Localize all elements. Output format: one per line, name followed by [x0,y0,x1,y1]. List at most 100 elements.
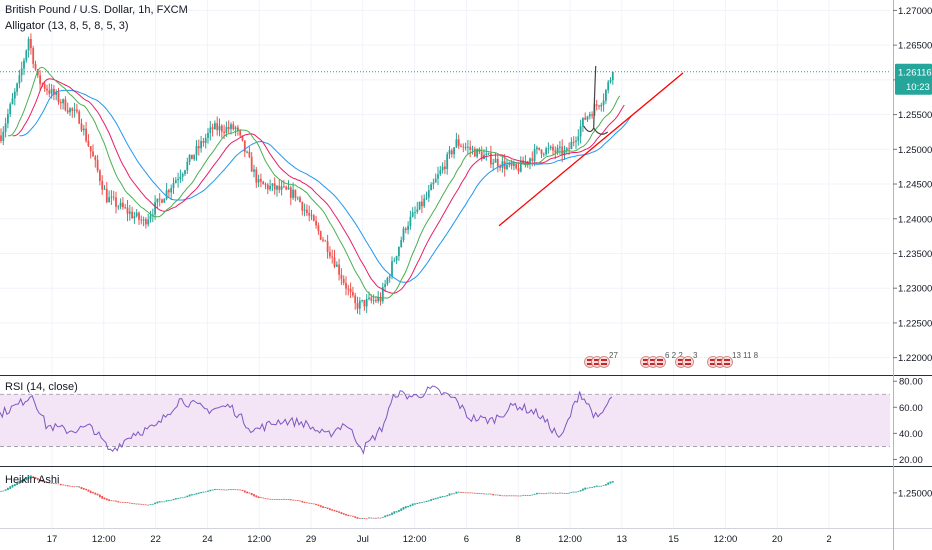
rsi-axis[interactable]: 80.00 60.00 40.00 20.00 [893,377,923,466]
heikin-candle [126,502,129,504]
heikin-candle [483,493,485,495]
heikin-axis[interactable]: 1.25000 [893,488,932,499]
candle [427,184,430,202]
candle [354,292,357,310]
candle [184,169,186,177]
candle [278,179,281,194]
candle [195,140,198,161]
time-axis-label: 29 [306,534,317,545]
heikin-candle [253,494,255,497]
time-axis-label: 15 [668,534,679,545]
heikin-candle [522,494,524,496]
heikin-candle [156,501,159,504]
price-axis-label: 1.26500 [898,41,932,52]
heikin-candle [563,492,566,494]
rsi-label[interactable]: RSI (14, close) [5,381,78,393]
event-marker[interactable]: 3 [675,351,699,368]
main-pane[interactable]: 27 6 2 2 3 13 11 8 [0,0,890,528]
heikin-candle [487,493,490,495]
candle [138,211,140,225]
heikin-candle [335,510,338,513]
heikin-candle [494,494,497,496]
hand-drawn-arrow[interactable] [583,65,609,135]
price-axis[interactable]: 1.270001.265001.260001.255001.250001.245… [893,6,932,364]
drawings[interactable] [498,65,684,227]
candle [598,104,600,110]
candle [257,174,260,188]
candle [577,129,580,146]
candle [214,120,216,130]
event-marker[interactable]: 6 2 2 [640,351,684,368]
heikin-candle [542,493,545,495]
candle [386,276,389,286]
heikin-candle [559,492,561,494]
candle [444,159,446,175]
candle [39,70,41,91]
candle [591,111,593,119]
candle [411,207,414,218]
candle [542,152,545,157]
price-axis-label: 1.23000 [898,284,932,295]
price-candles[interactable] [0,33,614,315]
heikin-candle [53,483,55,484]
candle [547,142,550,154]
candle [220,124,223,138]
heikin-candle [437,497,439,499]
heikin-candle [565,492,568,494]
candle [156,198,159,208]
candle [303,203,306,217]
event-marker[interactable]: 13 11 8 [707,351,759,368]
heikin-candle [352,515,354,517]
rsi-pane[interactable] [0,385,890,455]
candle [340,268,343,286]
heikin-candle [188,494,191,497]
heikin-candle [294,499,297,501]
heikin-candle [531,494,534,496]
candle [379,292,382,306]
candle [540,149,543,159]
heikin-candle [209,489,212,492]
heikin-candle [59,483,62,486]
candle [487,152,490,156]
time-axis[interactable]: 17 12:00 22 24 12:00 29 Jul 12:00 6 8 12:00 13 15 12:… [47,534,832,545]
heikin-candle [503,495,506,497]
heikin-candle [0,490,2,492]
heikin-candle [239,489,242,491]
candle [582,117,584,132]
heikin-candle [315,503,317,506]
heikin-candle [425,500,428,502]
heikin-pane[interactable] [0,475,614,520]
heikin-candle [193,494,196,496]
candle [312,214,315,222]
candle [43,81,46,93]
heikin-candle [423,501,426,503]
heikin-label[interactable]: Heikin Ashi [5,474,60,486]
event-label: 13 11 8 [732,351,759,360]
heikin-candle [138,503,140,505]
heikin-candle [101,495,104,499]
symbol-title[interactable]: British Pound / U.S. Dollar, 1h, FXCM [5,4,188,16]
event-marker[interactable]: 27 [584,351,619,368]
candle [586,115,589,122]
trendline[interactable] [498,72,684,227]
candle [64,96,67,112]
heikin-candle [30,475,32,478]
event-markers[interactable]: 27 6 2 2 3 13 11 8 [584,351,759,368]
candle [335,261,338,267]
candle [372,294,375,305]
heikin-candle [273,498,276,500]
indicator-label[interactable]: Alligator (13, 8, 5, 8, 5, 3) [5,20,129,32]
heikin-candle [515,495,518,497]
price-axis-label: 1.24000 [898,214,932,225]
heikin-candle [398,510,400,512]
heikin-candle [82,488,85,490]
heikin-candle [292,499,294,501]
candle [149,210,152,223]
candle [260,173,262,188]
heikin-candle [55,483,58,485]
heikin-candle [421,501,423,503]
price-axis-label: 1.27000 [898,6,932,17]
price-badge-countdown: 10:23 [906,82,930,93]
candle [119,198,122,210]
price-badge-value: 1.26116 [898,67,932,78]
